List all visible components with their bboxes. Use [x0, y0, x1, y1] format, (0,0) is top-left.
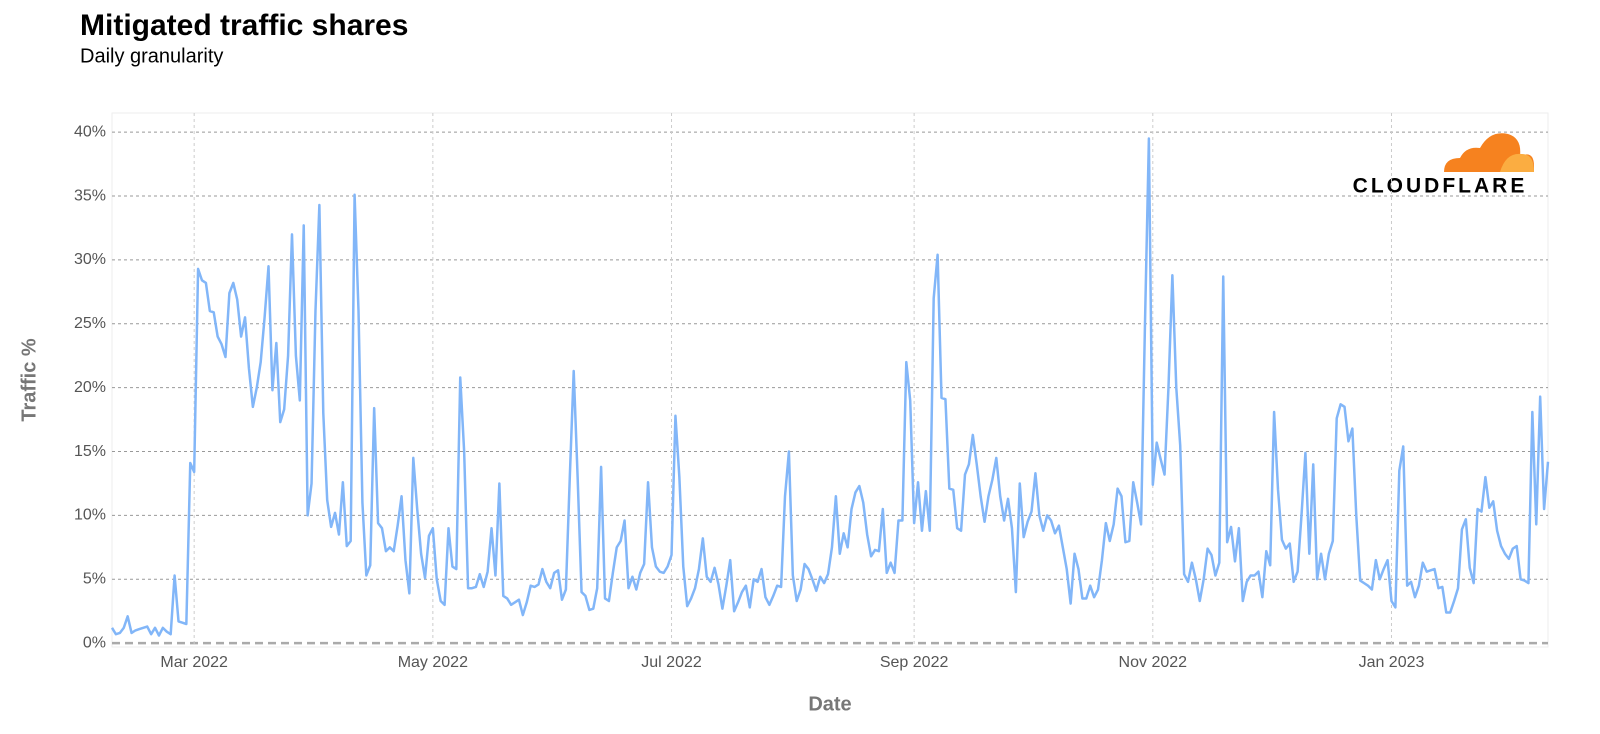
- chart-title: Mitigated traffic shares: [80, 9, 408, 42]
- x-tick-label: Nov 2022: [1119, 654, 1188, 671]
- x-tick-label: Mar 2022: [160, 654, 228, 671]
- y-tick-label: 25%: [74, 315, 106, 332]
- y-tick-label: 5%: [83, 571, 106, 588]
- logo-text: CLOUDFLARE: [1353, 175, 1528, 198]
- x-tick-label: May 2022: [398, 654, 468, 671]
- y-tick-label: 15%: [74, 443, 106, 460]
- y-axis-title: Traffic %: [18, 338, 40, 422]
- y-tick-label: 30%: [74, 251, 106, 268]
- y-tick-label: 35%: [74, 187, 106, 204]
- x-tick-label: Sep 2022: [880, 654, 949, 671]
- y-tick-label: 20%: [74, 379, 106, 396]
- x-tick-label: Jul 2022: [641, 654, 702, 671]
- y-tick-label: 0%: [83, 634, 106, 651]
- y-tick-label: 10%: [74, 507, 106, 524]
- x-tick-label: Jan 2023: [1359, 654, 1425, 671]
- logo-cloud-light: [1500, 153, 1534, 172]
- chart-subtitle: Daily granularity: [80, 45, 223, 67]
- plot-area: [111, 112, 1549, 648]
- logo: CLOUDFLARE: [1353, 133, 1534, 198]
- x-axis-title: Date: [808, 693, 851, 715]
- data-line: [110, 137, 1550, 637]
- y-tick-label: 40%: [74, 123, 106, 140]
